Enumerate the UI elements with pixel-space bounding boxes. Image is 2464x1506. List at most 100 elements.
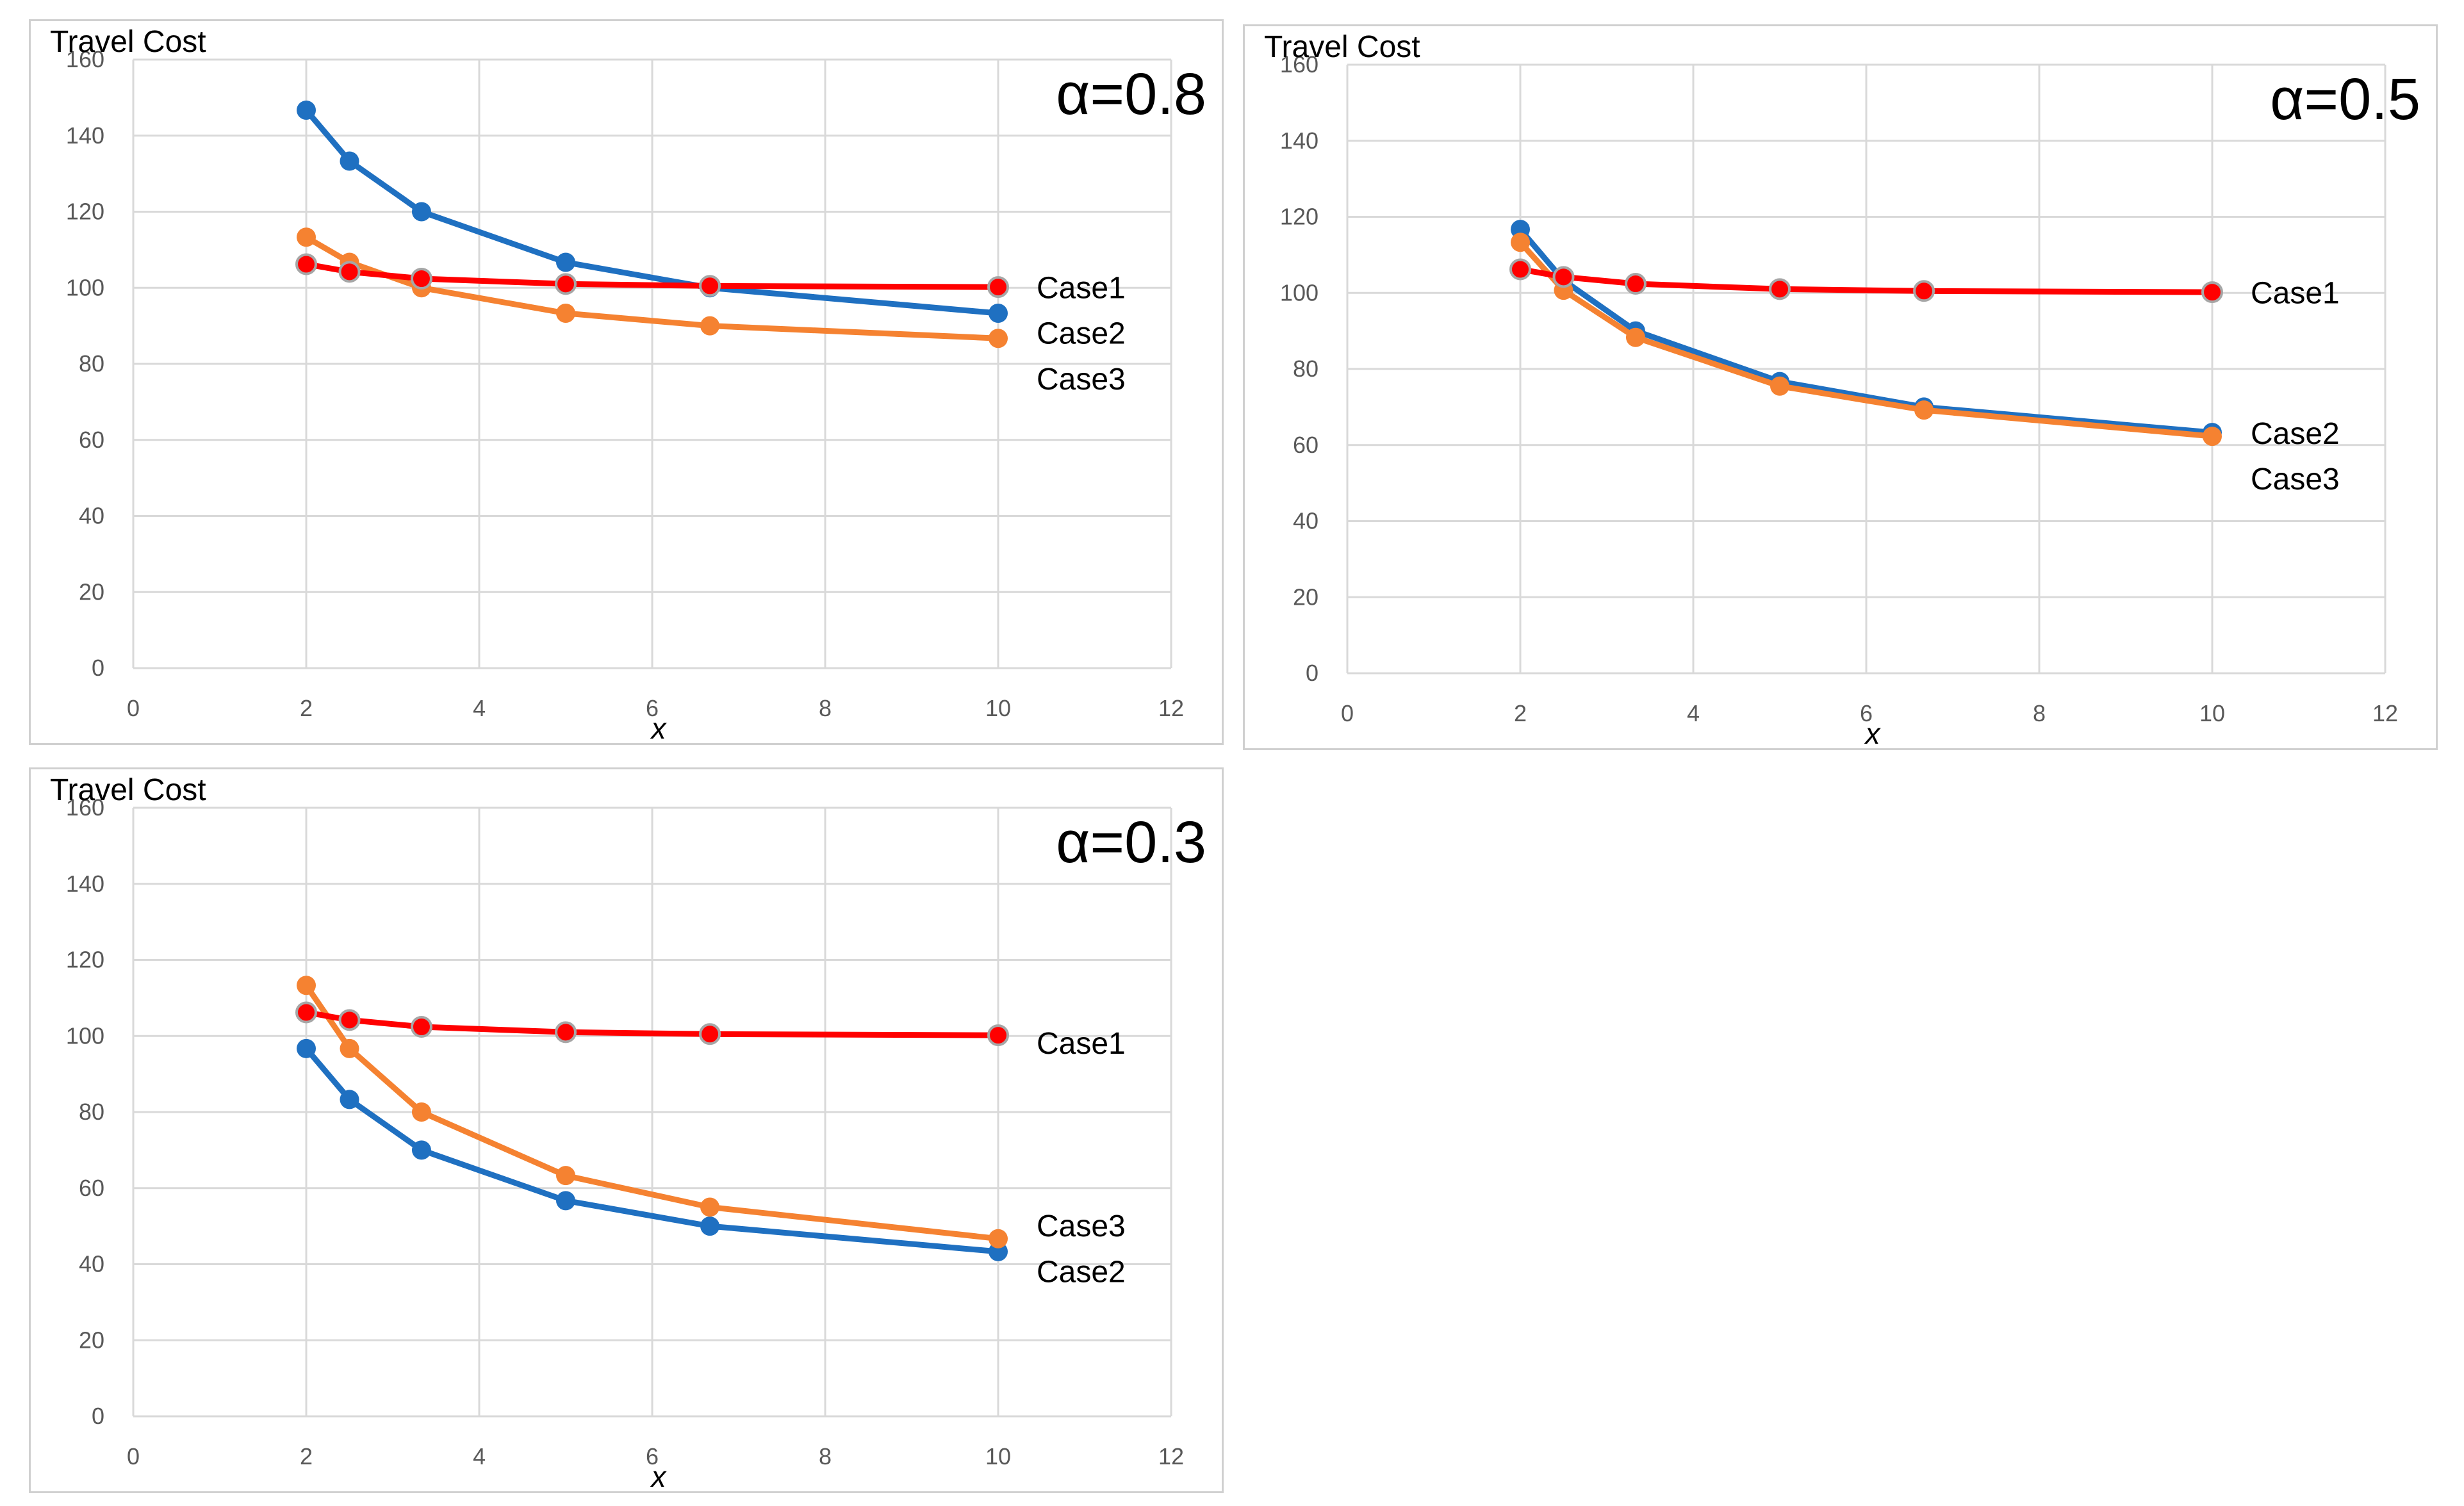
series-label-case2: Case2 (2251, 417, 2340, 451)
data-point-case3-1 (340, 1038, 359, 1058)
y-tick-label-120: 120 (1280, 204, 1318, 230)
data-point-case1-3 (1769, 278, 1791, 300)
data-point-case1-2 (1624, 273, 1647, 295)
x-tick-label-4: 4 (473, 695, 486, 721)
data-point-case3-2 (411, 1102, 431, 1122)
y-tick-label-100: 100 (1280, 279, 1318, 306)
x-tick-label-2: 2 (1514, 700, 1527, 726)
chart-panel-alpha-0.3: 0 20 40 60 80 100 120 140 160 0 2 4 6 8 10 12 Travel Cos… (29, 767, 1224, 1493)
y-axis-title: Travel Cost (50, 25, 206, 59)
chart-title: α=0.3 (1056, 810, 1206, 875)
x-tick-label-6: 6 (646, 1443, 659, 1469)
data-point-case1-5 (987, 1024, 1009, 1047)
data-point-case1-2 (410, 1016, 432, 1038)
data-point-case3-0 (297, 976, 316, 995)
data-point-case1-0 (295, 1001, 317, 1024)
y-axis-title: Travel Cost (50, 773, 206, 807)
data-point-case3-0 (1511, 233, 1530, 252)
data-point-case2-4 (700, 1216, 720, 1236)
data-point-case3-0 (297, 227, 316, 247)
data-point-case1-4 (699, 275, 721, 297)
data-point-case3-4 (1914, 400, 1934, 420)
y-tick-label-160: 160 (66, 46, 104, 72)
data-point-case2-0 (297, 1038, 316, 1058)
data-point-case1-4 (1913, 280, 1935, 302)
y-tick-label-0: 0 (92, 655, 104, 681)
x-tick-label-2: 2 (300, 1443, 313, 1469)
series-label-case1: Case1 (1037, 271, 1126, 305)
line-chart-alpha-0.3: 0 20 40 60 80 100 120 140 160 0 2 4 6 8 10 12 Travel Cos… (50, 773, 1206, 1491)
data-point-case1-1 (338, 1009, 361, 1031)
x-tick-label-0: 0 (1341, 700, 1354, 726)
series-label-case2: Case2 (1037, 1255, 1126, 1289)
data-point-case2-1 (340, 151, 359, 171)
data-point-case1-3 (555, 1021, 577, 1044)
y-tick-label-40: 40 (1293, 508, 1318, 534)
chart-panel-alpha-0.5: 0 20 40 60 80 100 120 140 160 0 2 4 6 8 10 12 Travel Cos… (1243, 24, 2438, 750)
line-chart-alpha-0.5: 0 20 40 60 80 100 120 140 160 0 2 4 6 8 10 12 Travel Cos… (1264, 30, 2420, 748)
data-point-case1-0 (1509, 258, 1531, 281)
x-tick-label-0: 0 (127, 695, 140, 721)
y-tick-label-80: 80 (79, 1099, 104, 1125)
x-tick-label-12: 12 (1158, 695, 1184, 721)
data-point-case3-5 (989, 329, 1008, 348)
x-tick-label-6: 6 (646, 695, 659, 721)
x-tick-label-12: 12 (2372, 700, 2398, 726)
data-point-case2-3 (556, 1191, 575, 1211)
data-point-case1-5 (987, 276, 1009, 299)
y-tick-label-40: 40 (79, 503, 104, 529)
y-tick-label-60: 60 (1293, 432, 1318, 458)
data-point-case1-5 (2201, 281, 2223, 304)
data-point-case1-2 (410, 268, 432, 290)
y-tick-label-0: 0 (1306, 660, 1318, 686)
series-line-case2 (303, 1045, 1001, 1255)
y-tick-label-20: 20 (1293, 584, 1318, 610)
x-axis-title: x (1864, 717, 1882, 748)
data-point-case3-2 (1625, 327, 1645, 347)
x-axis-title: x (650, 712, 668, 743)
data-point-case2-2 (411, 1140, 431, 1160)
y-tick-label-20: 20 (79, 1327, 104, 1353)
chart-title: α=0.8 (1056, 61, 1206, 127)
series-label-case3: Case3 (1037, 363, 1126, 397)
y-tick-label-40: 40 (79, 1251, 104, 1277)
data-point-case1-4 (699, 1023, 721, 1045)
x-tick-label-8: 8 (2033, 700, 2046, 726)
y-axis-title: Travel Cost (1264, 30, 1420, 64)
x-axis-title: x (650, 1460, 668, 1491)
line-chart-alpha-0.8: 0 20 40 60 80 100 120 140 160 0 2 4 6 8 10 12 Travel Cos… (50, 25, 1206, 743)
y-tick-label-80: 80 (1293, 356, 1318, 382)
data-point-case2-5 (989, 304, 1008, 323)
y-tick-label-140: 140 (66, 122, 104, 149)
data-point-case3-3 (556, 304, 575, 323)
data-point-case1-1 (338, 261, 361, 283)
data-point-case3-3 (1770, 376, 1789, 396)
x-tick-label-4: 4 (1687, 700, 1700, 726)
x-tick-label-10: 10 (2199, 700, 2225, 726)
series-line-case2 (303, 107, 1001, 316)
y-tick-label-0: 0 (92, 1403, 104, 1429)
x-tick-label-4: 4 (473, 1443, 486, 1469)
y-tick-label-140: 140 (66, 871, 104, 897)
y-tick-label-140: 140 (1280, 127, 1318, 154)
series-line-case3 (303, 982, 1001, 1242)
data-point-case1-3 (555, 273, 577, 295)
y-tick-label-100: 100 (66, 1022, 104, 1049)
x-tick-label-8: 8 (819, 695, 832, 721)
data-point-case3-5 (2203, 427, 2222, 446)
y-tick-label-60: 60 (79, 1175, 104, 1201)
x-tick-label-12: 12 (1158, 1443, 1184, 1469)
y-tick-label-20: 20 (79, 578, 104, 605)
data-point-case2-3 (556, 252, 575, 272)
x-tick-label-6: 6 (1860, 700, 1873, 726)
data-point-case2-2 (411, 202, 431, 222)
series-label-case2: Case2 (1037, 317, 1126, 351)
y-tick-label-60: 60 (79, 427, 104, 453)
data-point-case3-3 (556, 1166, 575, 1186)
y-tick-label-160: 160 (66, 794, 104, 821)
series-label-case1: Case1 (1037, 1027, 1126, 1061)
data-point-case1-1 (1552, 266, 1575, 288)
x-tick-label-10: 10 (985, 1443, 1011, 1469)
x-tick-label-10: 10 (985, 695, 1011, 721)
y-tick-label-120: 120 (66, 199, 104, 225)
